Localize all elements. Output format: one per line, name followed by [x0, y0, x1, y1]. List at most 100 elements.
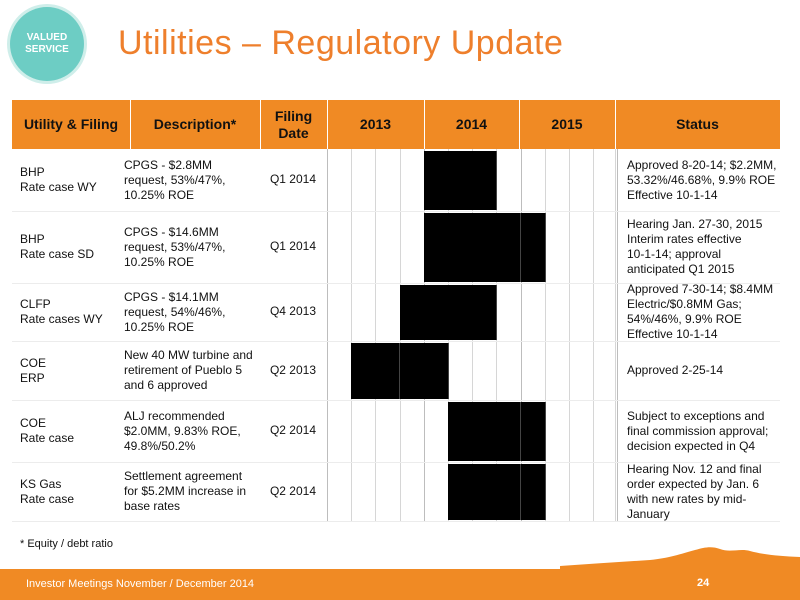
gantt-bar-segment — [496, 464, 522, 520]
gantt-bar-segment — [423, 213, 449, 282]
utility-cell: BHP Rate case SD — [20, 211, 94, 283]
filing-date-cell: Q2 2014 — [269, 423, 317, 437]
gantt-bar-segment — [472, 213, 498, 282]
description-cell: CPGS - $14.6MM request, 53%/47%, 10.25% RO… — [124, 211, 225, 283]
status-cell-line: Hearing Jan. 27-30, 2015 — [627, 217, 763, 231]
gantt-bar-segment — [423, 343, 449, 399]
badge-line-2: SERVICE — [25, 44, 69, 55]
header-filing-date-line-1: Filing — [274, 107, 313, 124]
gantt-bar-segment — [496, 402, 522, 461]
description-cell-line: 10.25% ROE — [124, 319, 195, 334]
description-cell: ALJ recommended $2.0MM, 9.83% ROE, 49.8%/5… — [124, 400, 241, 462]
header-2013: 2013 — [359, 116, 392, 132]
utility-cell-line: BHP — [20, 165, 45, 179]
row-separator — [12, 283, 780, 284]
gantt-bar-segment — [520, 464, 546, 520]
description-cell-line: CPGS - $14.1MM — [124, 289, 219, 304]
utility-cell-line: COE — [20, 355, 47, 370]
utility-cell: CLFP Rate cases WY — [20, 283, 103, 341]
utility-cell-line: Rate case — [20, 491, 75, 506]
status-cell-line: Electric/$0.8MM Gas; — [627, 297, 742, 311]
filing-date-cell: Q1 2014 — [269, 172, 317, 186]
utility-cell-line: ERP — [20, 370, 45, 385]
row-separator — [12, 400, 780, 401]
header-divider — [130, 100, 131, 149]
filing-date-cell: Q4 2013 — [269, 304, 317, 318]
page-number: 24 — [697, 577, 710, 589]
status-cell: Approved 7-30-14; $8.4MM Electric/$0.8MM … — [627, 282, 774, 341]
row-separator — [12, 211, 780, 212]
description-cell-line: request, 53%/47%, — [124, 172, 226, 187]
quarter-gridline — [351, 149, 353, 521]
header-2014: 2014 — [455, 116, 488, 132]
description-cell-line: base rates — [124, 499, 181, 513]
row-separator — [12, 462, 780, 463]
gantt-bar-segment — [520, 402, 546, 461]
utility-cell: COE ERP — [20, 341, 46, 400]
footnote: * Equity / debt ratio — [20, 538, 113, 550]
page-title: Utilities – Regulatory Update — [118, 24, 564, 62]
description-cell-line: and 6 approved — [124, 378, 208, 392]
gantt-bar-segment — [472, 402, 498, 461]
status-cell-line: order expected by Jan. 6 — [627, 476, 760, 491]
status-cell-line: decision expected in Q4 — [627, 438, 756, 453]
gantt-bar-segment — [448, 213, 473, 282]
description-cell-line: 10.25% ROE — [124, 254, 195, 269]
filing-date-cell: Q2 2013 — [269, 362, 317, 377]
status-gridline — [615, 149, 616, 521]
status-cell-line: Subject to exceptions and — [627, 408, 765, 423]
status-cell-line: Effective 10-1-14 — [627, 187, 718, 202]
status-cell-line: anticipated Q1 2015 — [627, 262, 735, 276]
header-divider — [519, 100, 520, 149]
status-cell-line: final commission approval; — [627, 423, 769, 438]
utility-cell: KS Gas Rate case — [20, 462, 74, 521]
utility-cell-line: BHP — [20, 232, 45, 246]
status-cell-line: 53.32%/46.68%, 9.9% ROE — [627, 172, 776, 187]
header-divider — [615, 100, 616, 149]
status-cell-line: 10-1-14; approval — [627, 247, 722, 261]
gantt-bar-segment — [399, 285, 425, 340]
footer-text: Investor Meetings November / December 20… — [26, 578, 255, 590]
gantt-bar-segment — [448, 151, 473, 210]
header-divider — [327, 100, 328, 149]
header-divider — [260, 100, 261, 149]
status-cell-line: Approved 8-20-14; $2.2MM, — [627, 157, 777, 172]
gantt-bar-segment — [423, 151, 449, 210]
status-cell: Hearing Jan. 27-30, 2015 Interim rates ef… — [627, 211, 762, 283]
header-utility: Utility & Filing — [23, 116, 119, 132]
description-cell-line: retirement of Pueblo 5 — [124, 363, 243, 377]
description-cell: CPGS - $2.8MM request, 53%/47%, 10.25% ROE — [124, 149, 225, 211]
header-status: Status — [676, 116, 719, 132]
quarter-gridline — [617, 149, 619, 521]
quarter-gridline — [520, 149, 522, 521]
gantt-bar-segment — [448, 285, 473, 340]
utility-cell-line: Rate cases WY — [20, 312, 103, 326]
description-cell-line: request, 53%/47%, — [124, 239, 226, 254]
gantt-bar-segment — [448, 402, 473, 461]
status-cell-line: Approved 7-30-14; $8.4MM — [627, 282, 774, 296]
quarter-gridline — [569, 149, 570, 521]
footer-bar — [0, 569, 800, 600]
gantt-bar-segment — [399, 343, 425, 399]
gantt-bar-segment — [423, 285, 449, 340]
filing-date-cell: Q1 2014 — [269, 239, 317, 253]
description-cell-line: 10.25% ROE — [124, 187, 195, 202]
quarter-gridline — [593, 149, 595, 521]
header-2015: 2015 — [551, 116, 583, 132]
quarter-gridline — [544, 149, 546, 521]
description-cell-line: 49.8%/50.2% — [124, 438, 196, 453]
status-cell: Approved 2-25-14 — [627, 341, 723, 400]
row-separator — [12, 521, 780, 522]
filing-date-cell: Q2 2014 — [269, 483, 317, 498]
status-cell-line: Interim rates effective — [627, 232, 742, 246]
badge-line-1: VALUED — [26, 32, 68, 43]
description-cell: CPGS - $14.1MM request, 54%/46%, 10.25% RO… — [124, 283, 225, 341]
gantt-bar-segment — [472, 464, 498, 520]
status-cell: Subject to exceptions and final commissio… — [627, 400, 768, 462]
gantt-bar-segment — [351, 343, 377, 399]
gantt-bar-segment — [472, 285, 498, 340]
header-description: Description* — [153, 116, 237, 132]
utility-cell-line: Rate case SD — [20, 247, 95, 261]
description-cell-line: CPGS - $2.8MM — [124, 157, 213, 172]
utility-cell-line: Rate case — [20, 431, 75, 445]
